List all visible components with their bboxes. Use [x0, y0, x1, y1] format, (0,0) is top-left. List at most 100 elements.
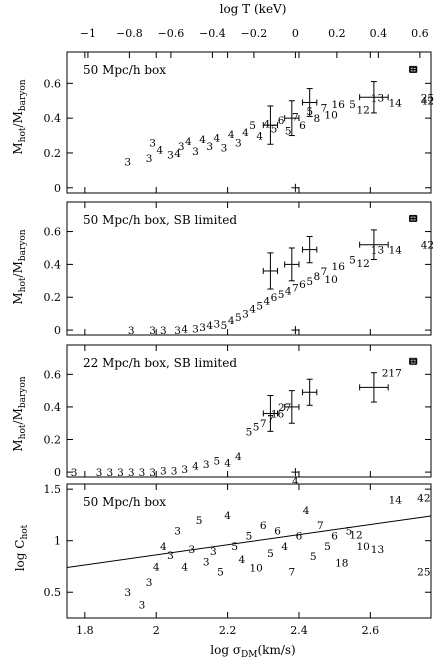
data-point-label: 4: [156, 144, 163, 156]
obs-errorbar: [359, 229, 389, 260]
obs-errorbar: [409, 65, 418, 73]
x-tick-label: 2: [153, 624, 160, 637]
data-point-label: 217: [382, 368, 402, 380]
data-point-label: 5: [217, 567, 224, 579]
data-point-label: 4: [239, 554, 246, 566]
obs-errorbar: [284, 247, 300, 282]
data-point-label: 3: [192, 323, 199, 335]
top-tick-label: −0.2: [241, 27, 268, 40]
data-point-label: 6: [260, 520, 267, 532]
data-point-label: 3: [149, 138, 156, 150]
data-point-label: 3: [128, 325, 135, 337]
data-point-label: 4: [181, 323, 188, 335]
data-point-label: 8: [313, 113, 320, 125]
data-point-label: 4: [206, 320, 213, 332]
obs-errorbar: [262, 105, 279, 145]
data-point-label: 5: [214, 456, 221, 468]
data-point-label: 3: [181, 464, 188, 476]
top-tick-label: 0: [292, 27, 299, 40]
y-tick-label: 0: [54, 324, 61, 337]
data-point-label: 12: [357, 104, 370, 116]
data-point-label: 13: [371, 544, 384, 556]
ylabel-sub-top-3: hot: [18, 424, 28, 439]
ylabel-sub-bottom-2: baryon: [18, 229, 28, 261]
data-point-label: 5: [246, 426, 253, 438]
ylabel-sub-bottom-3: baryon: [18, 376, 28, 408]
data-point-label: 3: [210, 546, 217, 558]
data-point-label: 6: [299, 279, 306, 291]
ylabel-mass-2: Mhot/Mbaryon: [11, 229, 28, 304]
panel-frame: [66, 201, 432, 336]
data-point-label: 3: [160, 465, 167, 477]
data-point-label: 16: [271, 408, 285, 420]
obs-errorbar: [284, 100, 300, 137]
y-tick-label: 0.4: [44, 258, 62, 271]
data-point-label: 5: [267, 548, 274, 560]
data-point-label: 5: [231, 541, 238, 553]
reference-marker: [291, 183, 300, 192]
bottom-axis-label: log σDM(km/s): [210, 643, 295, 660]
data-point-label: 14: [389, 97, 403, 109]
obs-errorbar: [359, 372, 389, 403]
data-point-label: 3: [149, 325, 156, 337]
data-point-label: 13: [371, 92, 384, 104]
panel-4: 0.511.51.8 2 2.2 2.4 2.650 Mpc/h box33344334…: [44, 483, 432, 637]
data-point-label: 5: [235, 312, 242, 324]
data-point-label: 6: [299, 120, 306, 132]
data-point-label: 42: [417, 492, 430, 504]
data-point-label: 5: [324, 541, 331, 553]
ylabel-sub-bottom: baryon: [18, 79, 28, 111]
obs-errorbar: [262, 252, 279, 290]
data-point-label: 4: [256, 131, 263, 143]
data-point-label: 3: [146, 153, 153, 165]
data-point-label: 3: [206, 141, 213, 153]
data-point-label: 5: [278, 289, 285, 301]
data-point-label: 27: [278, 402, 291, 414]
data-point-label: 8: [313, 271, 320, 283]
data-point-label: 4: [174, 148, 181, 160]
data-point-label: 3: [178, 141, 185, 153]
panel-frame: [66, 51, 432, 194]
errorbar-box: [409, 214, 417, 222]
top-tick-label: 0.4: [370, 27, 388, 40]
obs-errorbar: [359, 81, 389, 114]
obs-errorbar: [409, 214, 418, 222]
data-point-label: 7: [321, 266, 328, 278]
ylabel-sub-top-2: hot: [18, 277, 28, 292]
panel-label: 50 Mpc/h box, SB limited: [83, 213, 237, 227]
data-point-label: 4: [228, 129, 235, 141]
ylabel-m-top: M: [11, 142, 25, 154]
data-point-label: 7: [288, 567, 295, 579]
top-tick-label: −0.8: [116, 27, 143, 40]
errorbar-box: [409, 357, 417, 365]
data-point-label: 7: [317, 520, 324, 532]
data-point-label: 5: [271, 124, 278, 136]
panel-frame: [66, 483, 432, 619]
data-point-label: 4: [199, 134, 206, 146]
data-point-label: 25: [421, 92, 434, 104]
ylabel-m-top-2: M: [11, 292, 25, 304]
data-point-label: 5: [285, 125, 292, 137]
data-point-label: 5: [221, 320, 228, 332]
data-point-label: 14: [389, 245, 403, 257]
x-tick-label: 2.4: [290, 624, 308, 637]
obs-errorbar: [302, 235, 318, 264]
obs-errorbar: [409, 357, 418, 365]
bottom-label-sub: DM: [241, 650, 257, 660]
data-point-label: 6: [331, 531, 338, 543]
data-point-label: 4: [242, 127, 249, 139]
data-point-label: 4: [185, 136, 192, 148]
y-tick-label: 1: [54, 535, 61, 548]
panel-label: 50 Mpc/h box: [83, 63, 166, 77]
data-point-label: 5: [306, 276, 313, 288]
data-point-label: 5: [253, 421, 260, 433]
data-point-label: 10: [249, 562, 262, 574]
top-tick-label: 0.6: [411, 27, 429, 40]
obs-errorbar: [284, 390, 300, 424]
ylabel-sub-top: hot: [18, 127, 28, 142]
data-point-label: 4: [235, 451, 242, 463]
data-point-label: 3: [139, 467, 146, 479]
